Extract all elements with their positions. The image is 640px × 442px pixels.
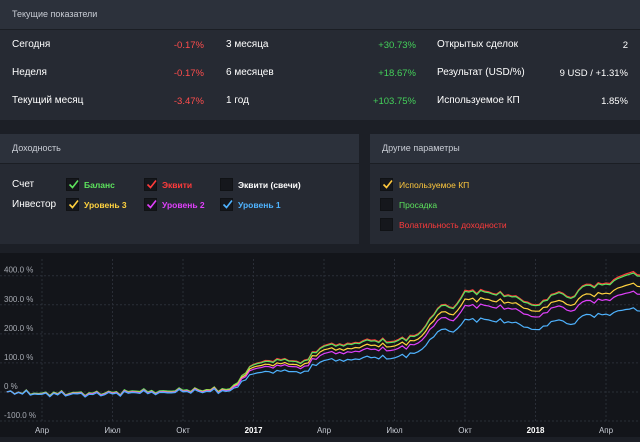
other-params-title: Другие параметры [382, 143, 460, 153]
investor-row-label: Инвестор [12, 199, 57, 210]
y-tick-label: 200.0 % [4, 324, 33, 333]
x-tick-label: 2017 [245, 426, 263, 435]
stat-label-result: Результат (USD/%) [437, 67, 525, 78]
stat-value-used-margin: 1.85% [601, 96, 628, 107]
volatility-label[interactable]: Волатильность доходности [399, 220, 507, 230]
returns-header: Доходность [0, 134, 359, 164]
check-icon [68, 200, 79, 209]
check-icon [68, 180, 79, 189]
stat-value-week: -0.17% [173, 68, 204, 79]
current-indicators-header: Текущие показатели [0, 0, 640, 30]
used-margin-label[interactable]: Используемое КП [399, 180, 470, 190]
check-icon [222, 200, 233, 209]
stat-value-6-months: +18.67% [378, 68, 416, 79]
x-tick-label: Окт [458, 426, 472, 435]
equity-candles-label[interactable]: Эквити (свечи) [238, 180, 301, 190]
stat-label-1-year: 1 год [226, 95, 249, 106]
y-tick-label: 0 % [4, 382, 18, 391]
equity-checkbox[interactable] [144, 178, 157, 191]
level2-label[interactable]: Уровень 2 [162, 200, 205, 210]
y-tick-label: 400.0 % [4, 266, 33, 275]
returns-panel: Доходность Счет Инвестор Баланс Эквити Э… [0, 134, 359, 244]
level1-label[interactable]: Уровень 1 [238, 200, 281, 210]
drawdown-checkbox[interactable] [380, 198, 393, 211]
y-tick-label: 100.0 % [4, 353, 33, 362]
volatility-checkbox[interactable] [380, 218, 393, 231]
x-tick-label: 2018 [527, 426, 545, 435]
stat-value-1-year: +103.75% [372, 96, 416, 107]
equity-candles-checkbox[interactable] [220, 178, 233, 191]
balance-label[interactable]: Баланс [84, 180, 115, 190]
drawdown-label[interactable]: Просадка [399, 200, 438, 210]
other-params-panel: Другие параметры Используемое КП Просадк… [370, 134, 640, 244]
x-tick-label: Июл [386, 426, 403, 435]
stat-value-current-month: -3.47% [173, 96, 204, 107]
stat-label-open-deals: Открытых сделок [437, 39, 518, 50]
check-icon [146, 180, 157, 189]
x-tick-label: Апр [599, 426, 614, 435]
stat-value-result: 9 USD / +1.31% [559, 68, 628, 79]
returns-title: Доходность [12, 143, 61, 153]
used-margin-checkbox[interactable] [380, 178, 393, 191]
stat-value-3-months: +30.73% [378, 40, 416, 51]
stat-label-used-margin: Используемое КП [437, 95, 520, 106]
returns-chart-svg: 400.0 % 300.0 % 200.0 % 100.0 % 0 % -100.0 % А… [0, 259, 640, 435]
stat-value-open-deals: 2 [622, 40, 628, 51]
x-tick-label: Апр [35, 426, 50, 435]
x-tick-label: Июл [104, 426, 121, 435]
balance-checkbox[interactable] [66, 178, 79, 191]
current-indicators-title: Текущие показатели [12, 9, 98, 19]
returns-chart[interactable]: 400.0 % 300.0 % 200.0 % 100.0 % 0 % -100.0 % А… [0, 253, 640, 437]
y-tick-label: -100.0 % [4, 411, 36, 420]
y-tick-label: 300.0 % [4, 295, 33, 304]
other-params-header: Другие параметры [370, 134, 640, 164]
level2-checkbox[interactable] [144, 198, 157, 211]
stat-label-6-months: 6 месяцев [226, 67, 274, 78]
x-tick-label: Окт [176, 426, 190, 435]
check-icon [146, 200, 157, 209]
level3-checkbox[interactable] [66, 198, 79, 211]
current-indicators-panel: Текущие показатели Сегодня -0.17% Неделя… [0, 0, 640, 120]
equity-label[interactable]: Эквити [162, 180, 193, 190]
stat-label-3-months: 3 месяца [226, 39, 269, 50]
account-row-label: Счет [12, 179, 35, 190]
x-tick-label: Апр [317, 426, 332, 435]
level1-checkbox[interactable] [220, 198, 233, 211]
level3-label[interactable]: Уровень 3 [84, 200, 127, 210]
check-icon [382, 180, 393, 189]
stat-label-today: Сегодня [12, 39, 51, 50]
stat-label-current-month: Текущий месяц [12, 95, 84, 106]
stat-label-week: Неделя [12, 67, 47, 78]
series-line-4 [6, 307, 640, 398]
stat-value-today: -0.17% [173, 40, 204, 51]
